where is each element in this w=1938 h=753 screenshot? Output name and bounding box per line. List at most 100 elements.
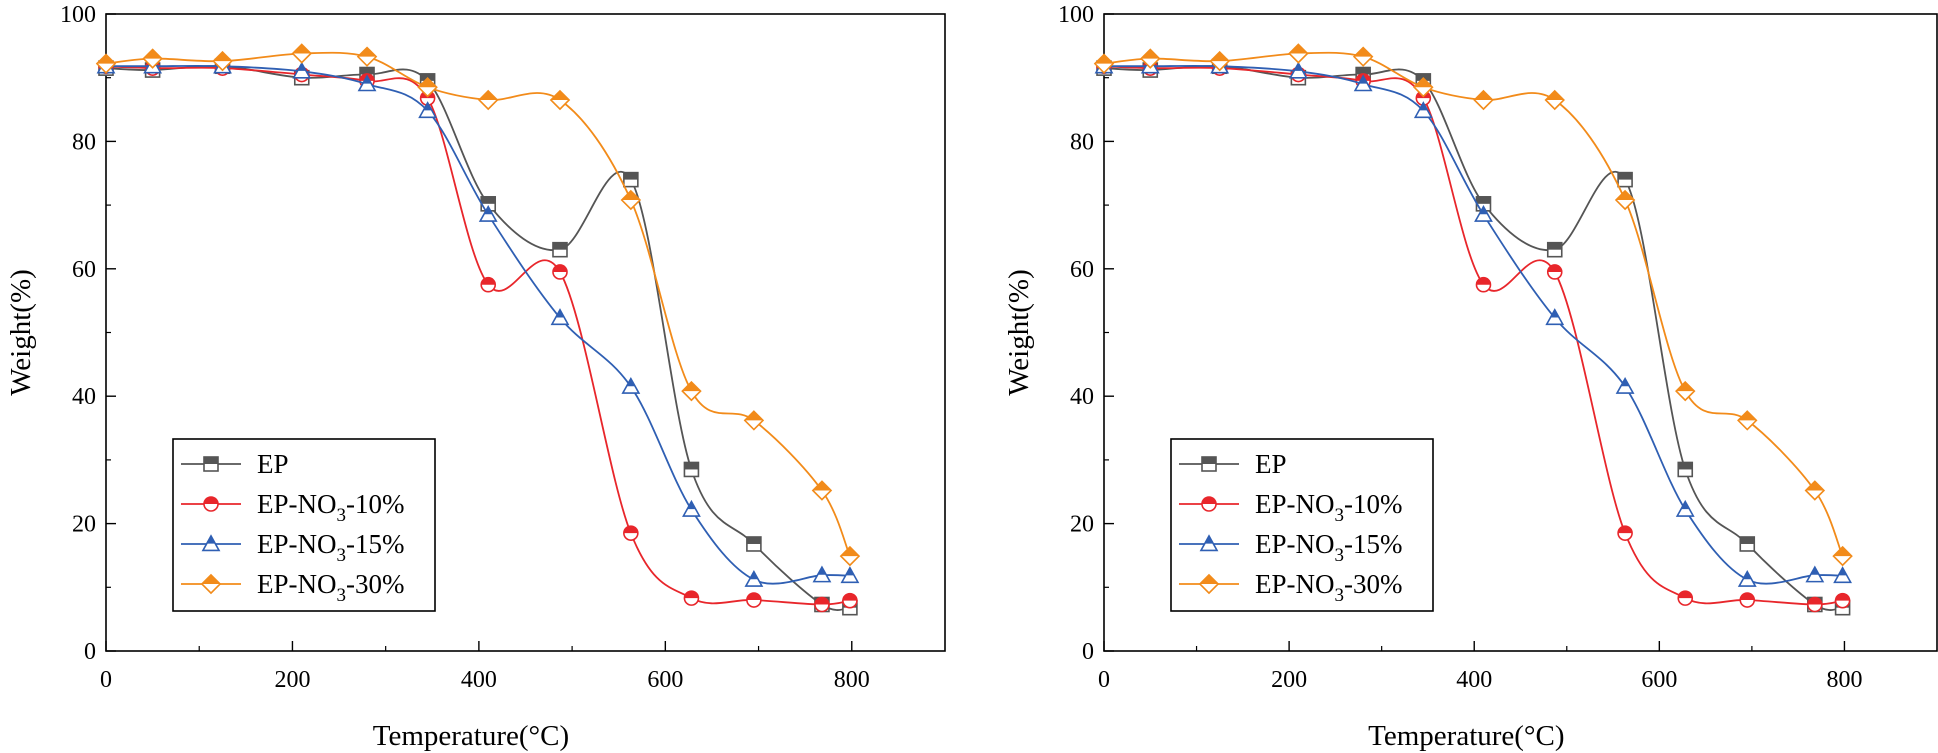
marker-diamond-fill: [1414, 78, 1433, 88]
legend-label: EP-NO3-15%: [1255, 529, 1402, 566]
marker-diamond-fill: [1141, 49, 1160, 59]
marker-square-fill: [1678, 462, 1693, 470]
marker-square-fill: [552, 242, 567, 250]
legend-label-suffix: -10%: [1344, 489, 1402, 519]
legend-label: EP-NO3-15%: [257, 529, 404, 566]
marker-diamond: [417, 77, 438, 98]
marker-circle-fill: [1678, 591, 1693, 599]
marker-square-fill: [1202, 457, 1216, 464]
x-tick-label: 600: [647, 667, 683, 693]
series-line-3: [106, 64, 850, 585]
marker-triangle-fill: [206, 535, 216, 544]
marker-diamond-fill: [1094, 54, 1114, 64]
marker-triangle-fill: [1293, 63, 1303, 71]
marker-circle-fill: [552, 264, 567, 272]
y-tick-label: 80: [72, 129, 96, 155]
marker-circle-fill: [746, 593, 761, 601]
y-axis-title: Weight(%): [1003, 269, 1035, 396]
chart-panel-1: 0 20 40 60 80 100 0 200 400 600 800 Temperature(°C)…: [5, 2, 946, 752]
marker-diamond-fill: [143, 49, 162, 59]
marker-triangle-fill: [1680, 501, 1690, 510]
y-tick-label: 20: [72, 512, 96, 538]
legend-label: EP-NO3-30%: [257, 569, 404, 606]
marker-circle-fill: [684, 591, 699, 599]
y-tick-label: 80: [1070, 129, 1094, 155]
marker-triangle-fill: [845, 567, 855, 576]
legend-label-subscript: 3: [1335, 505, 1345, 526]
marker-circle-fill: [1740, 593, 1755, 601]
series-line-2: [105, 65, 851, 606]
y-tick-label: 40: [72, 384, 96, 410]
y-tick-label: 100: [60, 2, 96, 28]
y-axis-title: Weight(%): [5, 269, 37, 396]
y-tick-label: 100: [1058, 2, 1094, 28]
marker-diamond-fill: [479, 90, 498, 100]
marker-diamond-fill: [1805, 481, 1824, 491]
marker-diamond-fill: [292, 44, 311, 54]
marker-diamond-fill: [812, 481, 832, 491]
marker-circle-fill: [1476, 277, 1491, 285]
marker-triangle-fill: [687, 501, 696, 510]
marker-circle-fill: [842, 593, 857, 601]
y-tick-label: 20: [1070, 512, 1094, 538]
marker-diamond-fill: [1545, 90, 1564, 100]
legend-label-main: EP: [257, 449, 289, 479]
marker-square-fill: [360, 67, 375, 75]
marker-triangle-fill: [1479, 206, 1488, 215]
marker-circle-fill: [1202, 497, 1216, 504]
marker-diamond-fill: [1199, 574, 1219, 584]
legend-label-main: EP-NO: [1255, 569, 1335, 599]
x-tick-label: 200: [1271, 667, 1307, 693]
legend-label-subscript: 3: [1335, 545, 1345, 566]
marker-triangle-fill: [1550, 309, 1560, 318]
legend-label-suffix: -15%: [1344, 529, 1402, 559]
marker-diamond-fill: [357, 47, 377, 57]
x-tick-label: 800: [1826, 667, 1862, 693]
marker-triangle-fill: [626, 378, 636, 387]
x-tick-label: 0: [100, 667, 112, 693]
marker-triangle-fill: [1838, 567, 1848, 576]
y-tick-label: 60: [72, 257, 96, 283]
legend-label-suffix: -15%: [346, 529, 404, 559]
marker-square-fill: [1547, 242, 1562, 250]
legend-label-main: EP: [1255, 449, 1287, 479]
x-tick-label: 600: [1641, 667, 1677, 693]
marker-triangle-fill: [297, 63, 307, 71]
y-tick-label: 60: [1070, 257, 1094, 283]
marker-diamond-fill: [418, 78, 437, 88]
marker-triangle-fill: [483, 206, 493, 215]
marker-diamond-fill: [1474, 90, 1493, 100]
x-axis-title: Temperature(°C): [373, 720, 569, 752]
marker-circle-fill: [1807, 597, 1822, 605]
marker-square-fill: [1618, 172, 1633, 180]
marker-circle-fill: [623, 526, 638, 534]
x-axis-title: Temperature(°C): [1368, 720, 1564, 752]
marker-circle-fill: [204, 497, 218, 504]
marker-triangle-fill: [1742, 571, 1752, 580]
marker-circle-fill: [1618, 526, 1633, 534]
series-markers-4: [1093, 43, 1853, 567]
legend-label-subscript: 3: [337, 545, 347, 566]
marker-square-fill: [623, 172, 638, 180]
marker-triangle-fill: [817, 567, 827, 575]
marker-square-fill: [481, 196, 496, 204]
marker-triangle-fill: [362, 76, 372, 84]
marker-square-fill: [1740, 536, 1755, 544]
marker-diamond-fill: [1676, 382, 1695, 392]
marker-diamond-fill: [1210, 52, 1229, 62]
marker-triangle-fill: [749, 571, 759, 580]
marker-circle-fill: [1835, 593, 1850, 601]
marker-circle-fill: [1547, 264, 1562, 272]
legend-label-suffix: -30%: [1344, 569, 1402, 599]
marker-circle-fill: [814, 597, 829, 605]
y-tick-label: 0: [1082, 639, 1094, 665]
marker-diamond-fill: [1738, 411, 1757, 421]
marker-triangle-fill: [1358, 76, 1368, 84]
marker-diamond-fill: [744, 411, 763, 421]
marker-diamond-fill: [621, 190, 640, 201]
marker-diamond-fill: [1615, 190, 1635, 201]
x-tick-label: 0: [1098, 667, 1110, 693]
